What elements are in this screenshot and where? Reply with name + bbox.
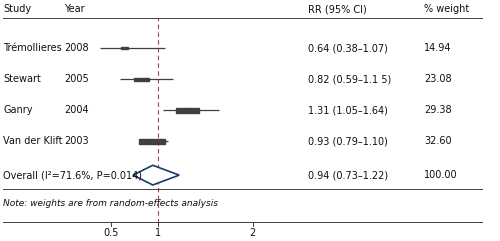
Text: 0.82 (0.59–1.1 5): 0.82 (0.59–1.1 5) bbox=[308, 74, 392, 84]
Bar bbox=[176, 108, 199, 113]
Text: % weight: % weight bbox=[424, 4, 470, 14]
Text: 2004: 2004 bbox=[64, 105, 89, 115]
Text: 32.60: 32.60 bbox=[424, 136, 452, 147]
Text: RR (95% CI): RR (95% CI) bbox=[308, 4, 367, 14]
Text: 14.94: 14.94 bbox=[424, 43, 452, 53]
Text: 2003: 2003 bbox=[64, 136, 89, 147]
Text: 0.94 (0.73–1.22): 0.94 (0.73–1.22) bbox=[308, 170, 388, 180]
Bar bbox=[138, 139, 165, 144]
Text: Year: Year bbox=[64, 4, 85, 14]
Text: 0.64 (0.38–1.07): 0.64 (0.38–1.07) bbox=[308, 43, 388, 53]
Bar bbox=[134, 78, 150, 81]
Text: Overall (I²=71.6%, P=0.014): Overall (I²=71.6%, P=0.014) bbox=[3, 170, 142, 180]
Text: 1.31 (1.05–1.64): 1.31 (1.05–1.64) bbox=[308, 105, 388, 115]
Text: Study: Study bbox=[3, 4, 31, 14]
Polygon shape bbox=[133, 165, 179, 185]
Text: Note: weights are from random-effects analysis: Note: weights are from random-effects an… bbox=[3, 199, 218, 208]
Text: 0.93 (0.79–1.10): 0.93 (0.79–1.10) bbox=[308, 136, 388, 147]
Text: 100.00: 100.00 bbox=[424, 170, 458, 180]
Text: Stewart: Stewart bbox=[3, 74, 41, 84]
Text: 2008: 2008 bbox=[64, 43, 89, 53]
Text: 1: 1 bbox=[156, 228, 162, 238]
Text: 23.08: 23.08 bbox=[424, 74, 452, 84]
Text: Van der Klift: Van der Klift bbox=[3, 136, 62, 147]
Text: 2: 2 bbox=[250, 228, 256, 238]
Bar bbox=[121, 47, 128, 49]
Text: 0.5: 0.5 bbox=[104, 228, 119, 238]
Text: Trémollieres: Trémollieres bbox=[3, 43, 62, 53]
Text: 2005: 2005 bbox=[64, 74, 89, 84]
Text: 29.38: 29.38 bbox=[424, 105, 452, 115]
Text: Ganry: Ganry bbox=[3, 105, 32, 115]
